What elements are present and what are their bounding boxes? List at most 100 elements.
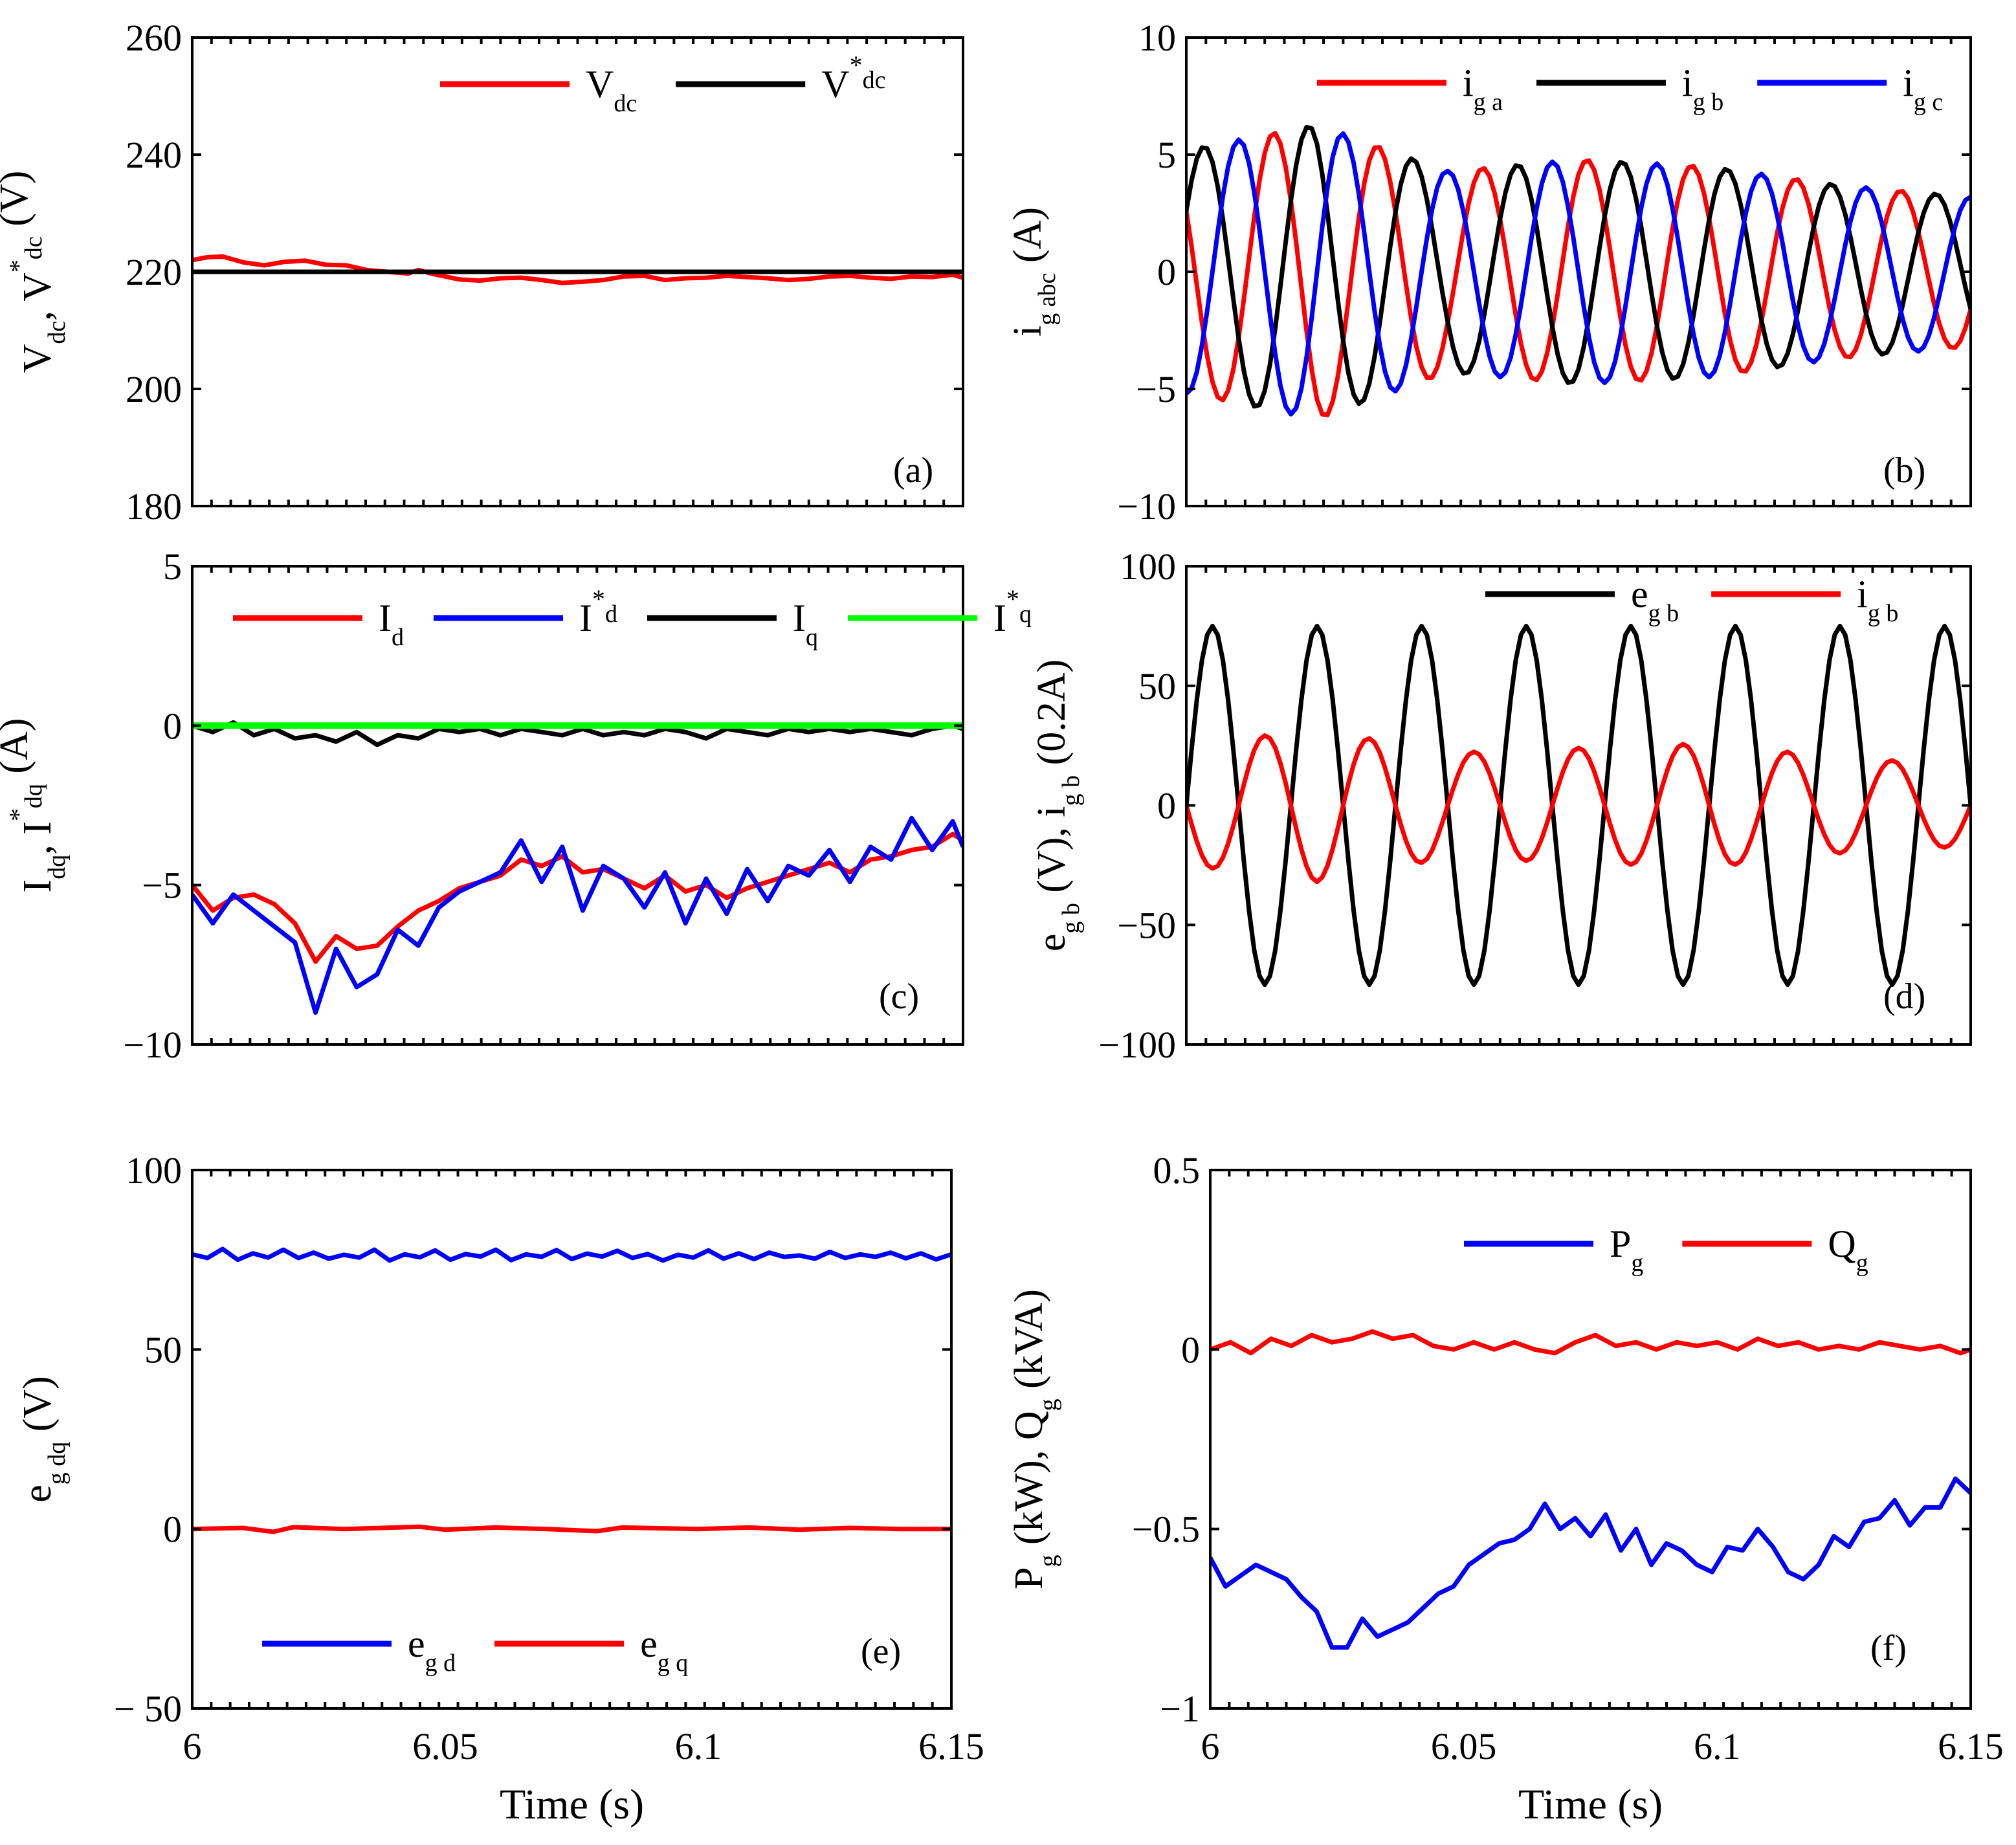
ytick-label-f-0: −1 <box>1160 1688 1200 1730</box>
minor-ticks-d <box>1186 565 1971 1046</box>
ytick-label-d-2: 0 <box>1157 785 1176 827</box>
ylabel-c: Idq, I*dq (A) <box>0 718 71 893</box>
series-e-0 <box>192 1246 951 1263</box>
legend-label-a-0: Vdc <box>586 63 637 117</box>
panel-label-a: (a) <box>893 450 933 491</box>
minor-ticks-e <box>192 1169 951 1710</box>
legend-a: Vdc V*dc <box>440 50 885 117</box>
plot-area-f <box>1210 1329 1971 1650</box>
legend-b: ig a ig b ig c <box>1317 61 1943 116</box>
series-b-0 <box>1186 131 1971 417</box>
ytick-label-c-2: 0 <box>163 705 182 747</box>
panel-label-b: (b) <box>1883 450 1925 491</box>
legend-label-b-2: ig c <box>1903 61 1943 116</box>
ytick-label-d-1: −50 <box>1117 904 1176 946</box>
panel-a: 180 200 220 240 260 Vdc, V*dc (V) (a) Vdc V*dc <box>0 17 964 527</box>
series-d-0 <box>1186 623 1971 988</box>
series-f-0 <box>1210 1329 1971 1356</box>
ytick-label-b-3: 5 <box>1157 134 1176 176</box>
plot-area-d <box>1186 623 1971 988</box>
ytick-label-e-0: − 50 <box>114 1688 182 1730</box>
legend-label-d-0: eg b <box>1631 573 1679 627</box>
legend-label-e-0: eg d <box>408 1622 456 1677</box>
legend-label-b-0: ig a <box>1463 61 1503 116</box>
ytick-label-d-0: −100 <box>1098 1024 1176 1066</box>
legend-label-b-1: ig b <box>1682 61 1723 116</box>
ytick-label-a-3: 240 <box>126 134 182 176</box>
ytick-label-d-3: 50 <box>1138 665 1176 707</box>
legend-label-f-1: Qg <box>1828 1222 1868 1277</box>
ytick-label-a-2: 220 <box>126 251 182 293</box>
panel-label-d: (d) <box>1883 977 1925 1017</box>
panel-label-f: (f) <box>1870 1628 1907 1668</box>
ytick-label-b-2: 0 <box>1157 251 1176 293</box>
series-a-0 <box>192 254 963 285</box>
ytick-label-c-0: −10 <box>123 1024 182 1066</box>
panel-b: −10 −5 0 5 10 ig abc (A) (b) ig a ig b ig c <box>1006 17 1972 527</box>
panel-f: −1 −0.5 0 0.5 6 6.05 6.1 6.15 Pg (kW), Qg (kVA) T… <box>1007 1149 2004 1828</box>
series-e-1 <box>192 1524 951 1534</box>
minor-ticks-a <box>192 36 963 507</box>
ylabel-a: Vdc, V*dc (V) <box>0 171 71 373</box>
ytick-label-e-2: 50 <box>144 1329 182 1371</box>
legend-c: Id I*d Iq I*q <box>233 584 1032 651</box>
ytick-label-c-3: 5 <box>163 546 182 588</box>
ytick-label-d-4: 100 <box>1120 546 1176 588</box>
minor-ticks-f <box>1210 1169 1971 1710</box>
plot-area-e <box>192 1246 951 1534</box>
xlabel-e: Time (s) <box>500 1781 644 1828</box>
xtick-label-f-2: 6.1 <box>1694 1725 1741 1767</box>
legend-label-a-1: V*dc <box>821 50 885 105</box>
xtick-label-f-1: 6.05 <box>1431 1725 1497 1767</box>
legend-label-c-1: I*d <box>579 584 617 639</box>
ytick-label-a-1: 200 <box>126 368 182 410</box>
ytick-label-a-0: 180 <box>126 485 182 527</box>
ytick-label-e-1: 0 <box>163 1508 182 1551</box>
panel-d: −100 −50 0 50 100 eg b (V), ig b (0.2A) (d) eg … <box>1030 546 1972 1066</box>
ytick-label-e-3: 100 <box>126 1149 182 1191</box>
legend-label-c-2: Iq <box>793 597 818 651</box>
series-b-1 <box>1186 124 1971 409</box>
panel-c: −10 −5 0 5 Idq, I*dq (A) (c) Id I*d Iq I*q <box>0 546 1032 1066</box>
legend-label-c-0: Id <box>379 597 404 651</box>
ylabel-e: eg dq (V) <box>16 1376 71 1503</box>
panel-label-e: (e) <box>861 1631 901 1672</box>
xtick-label-f-0: 6 <box>1201 1725 1220 1767</box>
ytick-label-a-4: 260 <box>126 17 182 59</box>
legend-d: eg b ig b <box>1485 573 1898 627</box>
legend-label-e-1: eg q <box>640 1622 688 1677</box>
ytick-label-b-4: 10 <box>1138 17 1176 59</box>
legend-label-c-3: I*q <box>993 584 1032 639</box>
xtick-label-e-0: 6 <box>183 1725 202 1767</box>
xtick-label-f-3: 6.15 <box>1938 1725 2004 1767</box>
legend-label-d-1: ig b <box>1857 573 1898 627</box>
plot-area-b <box>1186 124 1971 417</box>
panel-e: − 50 0 50 100 6 6.05 6.1 6.15 eg dq (V) Time (s) (… <box>16 1149 984 1828</box>
ytick-label-b-1: −5 <box>1136 368 1176 410</box>
plot-area-c <box>192 720 963 1015</box>
minor-ticks-c <box>192 565 963 1046</box>
series-d-1 <box>1186 733 1971 885</box>
ylabel-d: eg b (V), ig b (0.2A) <box>1030 659 1085 951</box>
ytick-label-c-1: −5 <box>142 865 182 907</box>
xlabel-f: Time (s) <box>1518 1781 1663 1828</box>
series-c-2 <box>192 815 963 1015</box>
ylabel-b: ig abc (A) <box>1006 207 1061 337</box>
xtick-label-e-1: 6.05 <box>412 1725 478 1767</box>
xtick-label-e-2: 6.1 <box>675 1725 722 1767</box>
minor-ticks-b <box>1186 36 1971 507</box>
ylabel-f: Pg (kW), Qg (kVA) <box>1007 1289 1062 1589</box>
panel-label-c: (c) <box>879 977 919 1017</box>
plot-area-a <box>192 254 963 285</box>
ytick-label-f-2: 0 <box>1181 1329 1200 1371</box>
legend-e: eg d eg q <box>262 1622 688 1677</box>
legend-f: Pg Qg <box>1464 1222 1868 1277</box>
series-f-1 <box>1210 1476 1971 1650</box>
ytick-label-f-1: −0.5 <box>1132 1508 1200 1551</box>
series-b-2 <box>1186 131 1971 417</box>
xtick-label-e-3: 6.15 <box>918 1725 984 1767</box>
ytick-label-b-0: −10 <box>1117 485 1176 527</box>
legend-label-f-0: Pg <box>1610 1222 1643 1277</box>
ytick-label-f-3: 0.5 <box>1153 1149 1201 1191</box>
